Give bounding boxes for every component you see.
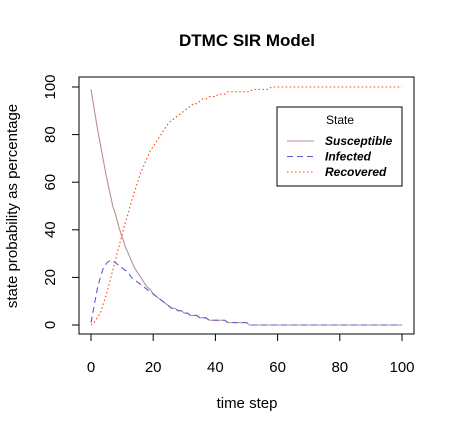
legend-box (276, 106, 403, 187)
legend-label-susceptible: Susceptible (325, 134, 393, 148)
y-tick-label-40: 40 (42, 221, 59, 238)
series-line-infected (90, 260, 402, 326)
series-line-recovered (90, 86, 402, 326)
chart-title: DTMC SIR Model (179, 31, 315, 50)
legend-label-infected: Infected (325, 150, 372, 164)
x-tick-label-40: 40 (207, 359, 224, 376)
y-tick-label-80: 80 (42, 126, 59, 143)
x-tick-label-20: 20 (145, 359, 162, 376)
y-tick-label-0: 0 (42, 321, 59, 329)
x-tick-label-60: 60 (269, 359, 286, 376)
x-axis: 0 20 40 60 80 100 (87, 333, 415, 376)
y-tick-label-20: 20 (42, 269, 59, 286)
y-tick-label-60: 60 (42, 174, 59, 191)
x-tick-label-80: 80 (331, 359, 348, 376)
y-axis-label: state probability as percentage (4, 104, 21, 308)
series-layer (90, 86, 402, 326)
x-tick-label-100: 100 (389, 359, 414, 376)
y-axis: 0 20 40 60 80 100 (42, 74, 80, 329)
y-tick-label-100: 100 (42, 74, 59, 99)
x-axis-label: time step (217, 395, 278, 412)
x-tick-label-0: 0 (87, 359, 95, 376)
legend-title: State (326, 113, 354, 127)
legend-label-recovered: Recovered (325, 165, 387, 179)
